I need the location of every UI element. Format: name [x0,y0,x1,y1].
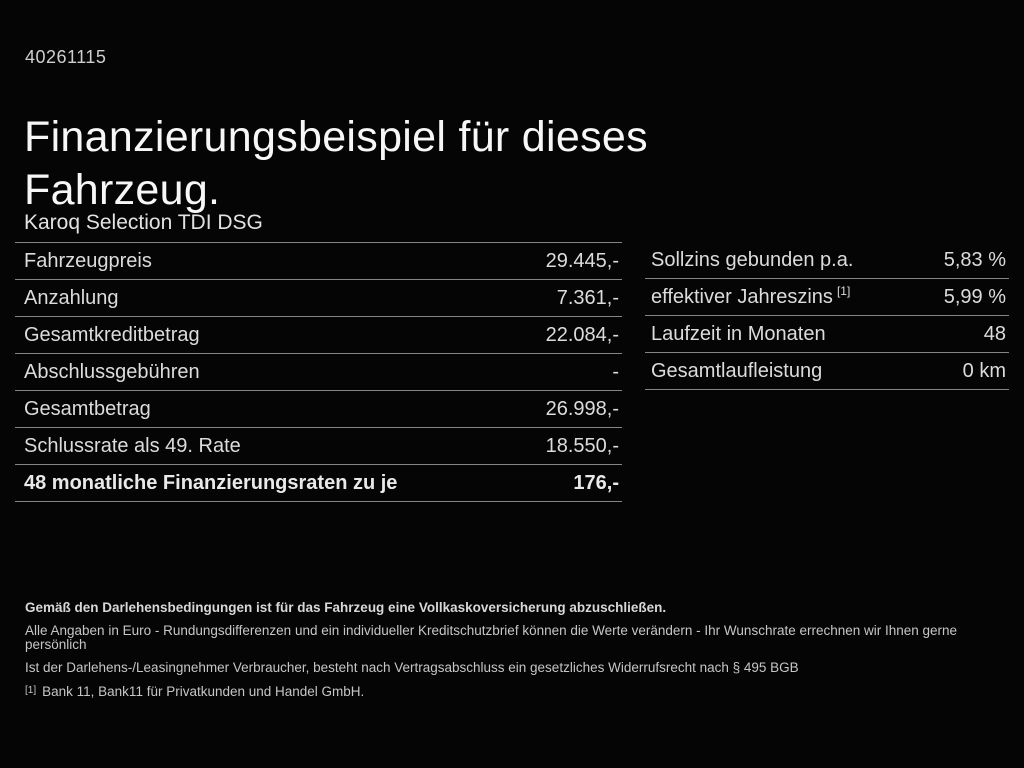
row-label: Anzahlung [24,286,119,309]
footnote-ref: [1] [836,283,851,298]
table-row-laufzeit: Laufzeit in Monaten 48 [645,316,1009,353]
row-label: Schlussrate als 49. Rate [24,434,241,457]
table-row-schlussrate: Schlussrate als 49. Rate 18.550,- [15,428,622,465]
footnote-marker: [1] [25,685,37,696]
financing-table-left: Fahrzeugpreis 29.445,- Anzahlung 7.361,-… [15,242,622,502]
table-row-anzahlung: Anzahlung 7.361,- [15,280,622,317]
listing-id: 40261115 [25,47,107,67]
row-label: 48 monatliche Finanzierungsraten zu je [24,471,398,494]
table-row-fahrzeugpreis: Fahrzeugpreis 29.445,- [15,243,622,280]
row-value: 0 km [962,359,1006,382]
row-label: Sollzins gebunden p.a. [651,248,854,271]
footnote-text: Bank 11, Bank11 für Privatkunden und Han… [42,684,365,699]
row-value: 7.361,- [556,286,619,309]
financing-table-right: Sollzins gebunden p.a. 5,83 % effektiver… [645,242,1009,390]
row-value: - [612,360,619,383]
row-label: Fahrzeugpreis [24,249,152,272]
legal-footer: Gemäß den Darlehensbedingungen ist für d… [25,601,1010,708]
table-row-gesamtkreditbetrag: Gesamtkreditbetrag 22.084,- [15,317,622,354]
table-row-gesamtlaufleistung: Gesamtlaufleistung 0 km [645,353,1009,390]
row-label: Gesamtlaufleistung [651,359,823,382]
row-label: Laufzeit in Monaten [651,322,826,345]
row-label: Gesamtbetrag [24,397,151,420]
footer-disclaimer: Alle Angaben in Euro - Rundungsdifferenz… [25,623,958,652]
page-title: Finanzierungsbeispiel für dieses Fahrzeu… [24,112,648,214]
row-value: 18.550,- [545,434,619,457]
row-label: effektiver Jahreszins [1] [651,283,851,308]
footer-footnote: [1] Bank 11, Bank11 für Privatkunden und … [25,684,1010,699]
row-value: 26.998,- [545,397,619,420]
row-value: 29.445,- [545,249,619,272]
table-row-monatsrate: 48 monatliche Finanzierungsraten zu je 1… [15,465,622,502]
row-value: 5,83 % [943,248,1006,271]
row-label: Abschlussgebühren [24,360,200,383]
table-row-sollzins: Sollzins gebunden p.a. 5,83 % [645,242,1009,279]
vehicle-name: Karoq Selection TDI DSG [24,211,263,234]
row-value: 48 [983,322,1006,345]
footer-insurance-note: Gemäß den Darlehensbedingungen ist für d… [25,600,667,615]
row-value: 22.084,- [545,323,619,346]
row-label: Gesamtkreditbetrag [24,323,200,346]
row-value: 176,- [573,471,619,494]
table-row-abschlussgebuehren: Abschlussgebühren - [15,354,622,391]
row-value: 5,99 % [943,285,1006,308]
table-row-gesamtbetrag: Gesamtbetrag 26.998,- [15,391,622,428]
table-row-effektiver-jahreszins: effektiver Jahreszins [1] 5,99 % [645,279,1009,316]
footer-withdrawal-note: Ist der Darlehens-/Leasingnehmer Verbrau… [25,660,799,675]
